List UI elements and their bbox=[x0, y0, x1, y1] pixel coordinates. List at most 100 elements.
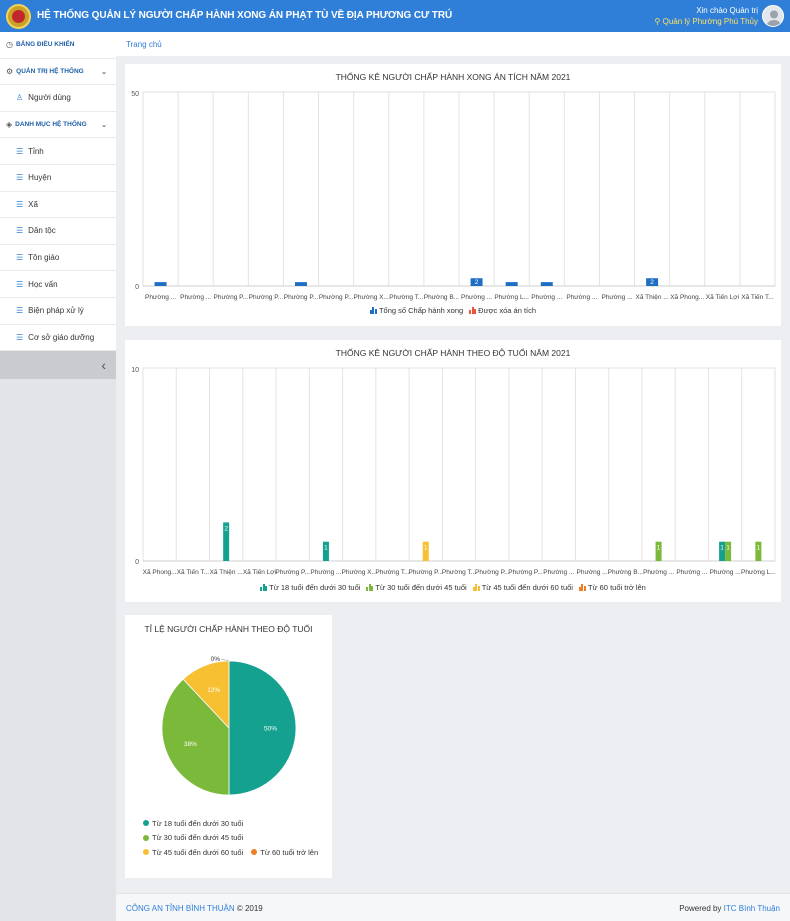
legend-item-tong-so-chap-hanh-xong[interactable]: Tổng số Chấp hành xong bbox=[369, 306, 463, 315]
sidebar-item-co-so-giao-duong[interactable]: ☰ Cơ sở giáo dưỡng bbox=[0, 325, 116, 352]
footer-copyright: CÔNG AN TỈNH BÌNH THUẬN © 2019 bbox=[126, 904, 263, 913]
sidebar-item-nguoi-dung[interactable]: ♙ Người dùng bbox=[0, 85, 116, 112]
top-bar: HỆ THỐNG QUẢN LÝ NGƯỜI CHẤP HÀNH XONG ÁN… bbox=[0, 0, 790, 32]
legend-item-tu-18-tuoi-den-duoi-30-tuoi[interactable]: Từ 18 tuổi đến dưới 30 tuổi bbox=[260, 583, 360, 592]
footer-powered: Powered by ITC Bình Thuận bbox=[679, 904, 780, 913]
bar-chart-icon bbox=[366, 584, 374, 591]
pie-value-label: 12% bbox=[207, 687, 220, 694]
bar-value-label: 1 bbox=[726, 545, 730, 552]
sidebar-item-tinh[interactable]: ☰ Tỉnh bbox=[0, 138, 116, 165]
x-tick-label: Phường X... bbox=[342, 569, 378, 576]
bar-chart-icon bbox=[260, 584, 268, 591]
x-tick-label: Phường P... bbox=[475, 569, 510, 576]
x-tick-label: Phường T... bbox=[389, 294, 423, 301]
chevron-down-icon[interactable]: ⌄ bbox=[101, 121, 107, 129]
legend-label: Từ 18 tuổi đến dưới 30 tuổi bbox=[152, 818, 244, 828]
legend-item-tu-45-tuoi-den-duoi-60-tuoi[interactable]: Từ 45 tuổi đến dưới 60 tuổi bbox=[143, 848, 243, 857]
sidebar-item-bien-phap-xu-ly[interactable]: ☰ Biện pháp xử lý bbox=[0, 298, 116, 325]
footer-vendor-link[interactable]: ITC Bình Thuận bbox=[723, 904, 780, 913]
bar-value-label: 2 bbox=[475, 279, 479, 286]
bar-value-label: 2 bbox=[650, 279, 654, 286]
chart-title: THỐNG KÊ NGƯỜI CHẤP HÀNH THEO ĐỘ TUỔI NĂ… bbox=[335, 348, 571, 358]
list-icon: ☰ bbox=[16, 226, 24, 236]
bar-tong-so-chap-hanh-xong[interactable] bbox=[470, 278, 483, 286]
x-tick-label: Xã Thiện ... bbox=[210, 569, 243, 576]
x-tick-label: Phường T... bbox=[442, 569, 476, 576]
x-tick-label: Phường L... bbox=[741, 569, 776, 576]
pie-value-label: 38% bbox=[184, 741, 197, 748]
x-tick-label: Xã Thiện ... bbox=[636, 294, 669, 301]
app-title: HỆ THỐNG QUẢN LÝ NGƯỜI CHẤP HÀNH XONG ÁN… bbox=[37, 10, 453, 21]
x-tick-label: Phường P... bbox=[408, 569, 443, 576]
pie-value-label: 50% bbox=[264, 726, 277, 733]
legend-label: Từ 45 tuổi đến dưới 60 tuổi bbox=[152, 847, 244, 857]
pie-slice-tu-18-tuoi-den-duoi-30-tuoi[interactable] bbox=[228, 660, 297, 796]
x-tick-label: Phường T... bbox=[375, 569, 409, 576]
bar-tong-so-chap-hanh-xong[interactable] bbox=[646, 278, 659, 286]
pie-legend: Từ 18 tuổi đến dưới 30 tuổi Từ 30 tuổi đế… bbox=[143, 816, 318, 860]
sidebar: ◷ BẢNG ĐIỀU KHIỂN ⚙ QUẢN TRỊ HỆ THỐNG ⌄ ♙ Ngườ… bbox=[0, 32, 116, 921]
unit-name[interactable]: ⚲ Quản lý Phường Phú Thủy bbox=[655, 17, 759, 26]
legend-item-tu-30-tuoi-den-duoi-45-tuoi[interactable]: Từ 30 tuổi đến dưới 45 tuổi bbox=[366, 583, 467, 592]
sidebar-item-bang-dieu-khien[interactable]: ◷ BẢNG ĐIỀU KHIỂN bbox=[0, 32, 116, 59]
bar-tu-18-tuoi-den-duoi-30-tuoi[interactable] bbox=[322, 541, 329, 561]
sidebar-item-hoc-van[interactable]: ☰ Học vấn bbox=[0, 271, 116, 298]
pie-leader-line bbox=[220, 658, 230, 662]
x-tick-label: Phường ... bbox=[180, 294, 211, 301]
bar-value-label: 2 bbox=[224, 525, 228, 532]
legend-label: Từ 60 tuổi trở lên bbox=[587, 583, 646, 592]
bar-tong-so-chap-hanh-xong[interactable] bbox=[154, 282, 167, 286]
chart-title: THỐNG KÊ NGƯỜI CHẤP HÀNH XONG ÁN TÍCH NĂ… bbox=[335, 72, 571, 82]
legend-item-tu-45-tuoi-den-duoi-60-tuoi[interactable]: Từ 45 tuổi đến dưới 60 tuổi bbox=[472, 583, 573, 592]
bar-tong-so-chap-hanh-xong[interactable] bbox=[540, 282, 553, 286]
bar-tu-30-tuoi-den-duoi-45-tuoi[interactable] bbox=[655, 541, 662, 561]
legend-item-duoc-xoa-an-tich[interactable]: Được xóa án tích bbox=[469, 306, 536, 315]
sidebar-item-label: Dân tộc bbox=[28, 226, 56, 236]
sidebar-item-label: Người dùng bbox=[28, 93, 71, 103]
x-tick-label: Xã Phong... bbox=[143, 569, 177, 576]
pie-slice-tu-30-tuoi-den-duoi-45-tuoi[interactable] bbox=[161, 678, 230, 796]
pie-chart-card: TỈ LỆ NGƯỜI CHẤP HÀNH THEO ĐỘ TUỔI 50% 38… bbox=[125, 615, 332, 878]
footer-org-link[interactable]: CÔNG AN TỈNH BÌNH THUẬN bbox=[126, 904, 235, 913]
pie-value-label: 0% bbox=[211, 656, 221, 663]
bar-value-label: 1 bbox=[720, 545, 724, 552]
pie-chart-icon bbox=[251, 849, 258, 856]
bar-chart-do-tuoi: 10 0 Xã Phong... Xã Tiến T... Xã Thiện ... Xã… bbox=[131, 367, 776, 576]
list-icon: ☰ bbox=[16, 173, 24, 183]
sidebar-item-label: Tôn giáo bbox=[28, 253, 60, 263]
sidebar-collapse-button[interactable]: ‹ bbox=[0, 351, 116, 380]
x-tick-label: Phường ... bbox=[566, 294, 597, 301]
sidebar-item-xa[interactable]: ☰ Xã bbox=[0, 192, 116, 219]
sidebar-item-ton-giao[interactable]: ☰ Tôn giáo bbox=[0, 245, 116, 272]
legend-item-tu-30-tuoi-den-duoi-45-tuoi[interactable]: Từ 30 tuổi đến dưới 45 tuổi bbox=[143, 833, 243, 842]
bar-value-label: 1 bbox=[424, 545, 428, 552]
x-tick-label: Phường ... bbox=[531, 294, 562, 301]
sidebar-item-huyen[interactable]: ☰ Huyện bbox=[0, 165, 116, 192]
legend-item-tu-18-tuoi-den-duoi-30-tuoi[interactable]: Từ 18 tuổi đến dưới 30 tuổi bbox=[143, 819, 243, 828]
x-tick-label: Phường ... bbox=[676, 569, 707, 576]
bar-tu-18-tuoi-den-duoi-30-tuoi[interactable] bbox=[223, 522, 230, 561]
bar-tu-45-tuoi-den-duoi-60-tuoi[interactable] bbox=[422, 541, 429, 561]
legend-item-tu-60-tuoi-tro-len[interactable]: Từ 60 tuổi trở lên bbox=[251, 848, 318, 857]
x-tick-label: Phường B... bbox=[424, 294, 460, 301]
bar-tong-so-chap-hanh-xong[interactable] bbox=[295, 282, 307, 286]
sidebar-item-label: BẢNG ĐIỀU KHIỂN bbox=[15, 41, 75, 49]
bar-tu-30-tuoi-den-duoi-45-tuoi[interactable] bbox=[755, 541, 762, 561]
x-tick-label: Phường P... bbox=[284, 294, 319, 301]
bar-tu-30-tuoi-den-duoi-45-tuoi[interactable] bbox=[725, 541, 732, 561]
bar-tu-18-tuoi-den-duoi-30-tuoi[interactable] bbox=[719, 541, 726, 561]
breadcrumb-home-link[interactable]: Trang chủ bbox=[126, 40, 162, 49]
pie-chart-do-tuoi: 50% 38% 12% 0% bbox=[161, 656, 297, 796]
sidebar-item-quan-tri-he-thong[interactable]: ⚙ QUẢN TRỊ HỆ THỐNG ⌄ bbox=[0, 59, 116, 86]
chevron-down-icon[interactable]: ⌄ bbox=[101, 68, 107, 76]
sidebar-item-dan-toc[interactable]: ☰ Dân tộc bbox=[0, 218, 116, 245]
list-icon: ☰ bbox=[16, 332, 24, 342]
x-tick-label: Xã Tiến Lợi bbox=[706, 292, 739, 301]
legend-item-tu-60-tuoi-tro-len[interactable]: Từ 60 tuổi trở lên bbox=[578, 583, 646, 592]
legend-label: Từ 18 tuổi đến dưới 30 tuổi bbox=[269, 583, 361, 592]
avatar[interactable] bbox=[762, 5, 784, 27]
sidebar-item-danh-muc-he-thong[interactable]: ◈ DANH MỤC HỆ THỐNG ⌄ bbox=[0, 112, 116, 139]
bar-tong-so-chap-hanh-xong[interactable] bbox=[505, 282, 518, 286]
x-tick-label: Phường P... bbox=[249, 294, 284, 301]
greeting-text[interactable]: Xin chào Quản trị bbox=[696, 6, 758, 15]
